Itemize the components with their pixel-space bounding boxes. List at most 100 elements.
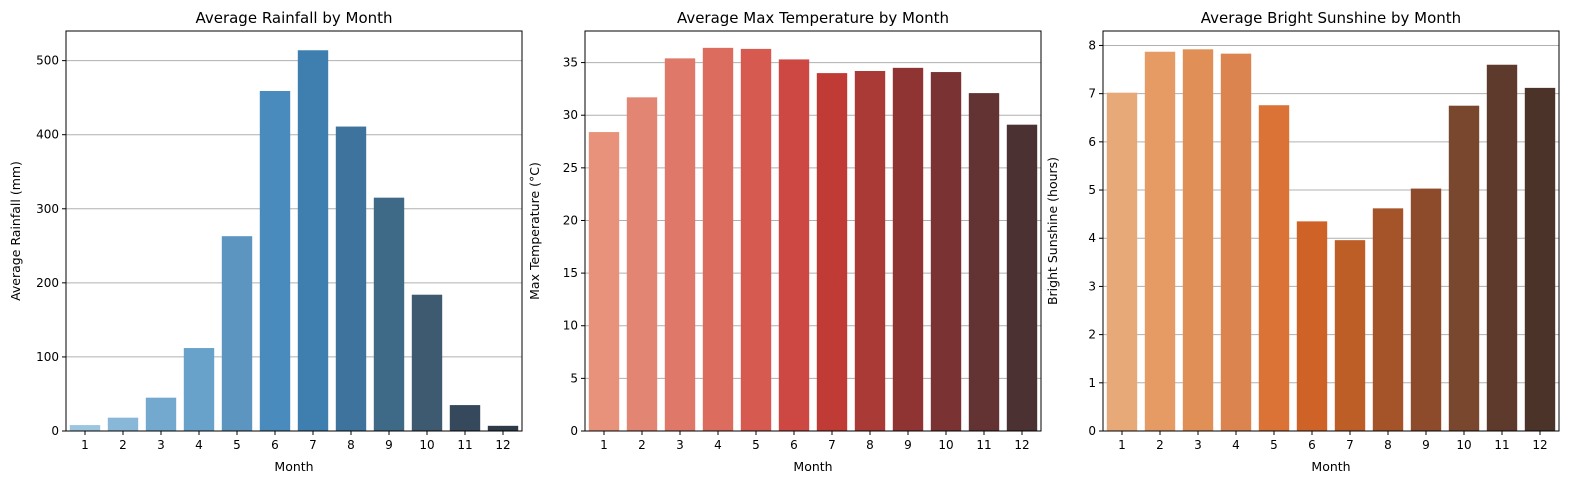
sunshine-ytick-label: 3	[1088, 279, 1096, 293]
temperature-ytick-label: 35	[563, 56, 578, 70]
temperature-bars	[588, 47, 1038, 432]
rainfall-bar	[297, 50, 329, 432]
sunshine-ytick-label: 8	[1088, 38, 1096, 52]
sunshine-bar	[1448, 105, 1480, 431]
temperature-gridlines	[585, 62, 1041, 432]
temperature-ytick-label: 5	[570, 371, 578, 385]
rainfall-ytick-label: 300	[36, 202, 59, 216]
rainfall-xtick-label: 9	[385, 438, 393, 452]
temperature-xtick-label: 5	[752, 438, 760, 452]
sunshine-bar	[1296, 221, 1328, 431]
temperature-ytick-label: 0	[570, 424, 578, 438]
temperature-xtick-label: 6	[790, 438, 798, 452]
rainfall-bar	[335, 126, 367, 432]
rainfall-ytick-label: 200	[36, 276, 59, 290]
temperature-bar	[892, 67, 924, 431]
rainfall-chart-xlabel: Month	[274, 459, 313, 474]
temperature-bar	[702, 47, 734, 432]
sunshine-ytick-label: 1	[1088, 376, 1096, 390]
rainfall-axes-frame	[65, 30, 523, 432]
sunshine-ytick-label: 7	[1088, 87, 1096, 101]
sunshine-ytick-label: 6	[1088, 135, 1096, 149]
temperature-chart-title: Average Max Temperature by Month	[677, 9, 949, 27]
sunshine-ytick-label: 2	[1088, 328, 1096, 342]
temperature-xtick-label: 4	[714, 438, 722, 452]
sunshine-bar	[1258, 105, 1290, 432]
rainfall-xtick-label: 7	[309, 438, 317, 452]
sunshine-bar	[1144, 51, 1176, 431]
rainfall-ytick-label: 500	[36, 54, 59, 68]
sunshine-bar	[1182, 49, 1214, 431]
rainfall-xtick-label: 12	[495, 438, 510, 452]
sunshine-xtick-label: 6	[1308, 438, 1316, 452]
temperature-ytick-label: 10	[563, 319, 578, 333]
rainfall-bar	[487, 425, 519, 431]
temperature-ytick-label: 25	[563, 161, 578, 175]
temperature-xtick-label: 1	[600, 438, 608, 452]
rainfall-xtick-label: 10	[419, 438, 434, 452]
temperature-bar	[930, 72, 962, 431]
temperature-ytick-label: 30	[563, 108, 578, 122]
temperature-bar	[626, 97, 658, 431]
sunshine-bar	[1220, 53, 1252, 431]
rainfall-xtick-label: 2	[119, 438, 127, 452]
rainfall-xtick-label: 5	[233, 438, 241, 452]
temperature-xtick-label: 12	[1014, 438, 1029, 452]
sunshine-xtick-label: 9	[1422, 438, 1430, 452]
temperature-xtick-label: 11	[976, 438, 991, 452]
sunshine-bar	[1372, 208, 1404, 431]
rainfall-ytick-label: 0	[51, 424, 59, 438]
sunshine-ytick-label: 5	[1088, 183, 1096, 197]
temperature-ytick-label: 15	[563, 266, 578, 280]
sunshine-ytick-label: 4	[1088, 231, 1096, 245]
sunshine-axes-frame	[1102, 30, 1560, 432]
rainfall-bar	[145, 397, 177, 431]
sunshine-xtick-label: 4	[1232, 438, 1240, 452]
rainfall-bar	[373, 197, 405, 431]
temperature-bar	[664, 58, 696, 432]
rainfall-bar	[69, 425, 101, 431]
rainfall-chart-ylabel: Average Rainfall (mm)	[8, 161, 23, 301]
temperature-ytick-label: 20	[563, 213, 578, 227]
rainfall-xtick-label: 4	[195, 438, 203, 452]
temperature-bar	[588, 132, 620, 432]
temperature-bar	[968, 93, 1000, 432]
temperature-bar	[854, 71, 886, 431]
sunshine-xtick-label: 11	[1494, 438, 1509, 452]
sunshine-xtick-label: 3	[1194, 438, 1202, 452]
temperature-xtick-label: 7	[828, 438, 836, 452]
temperature-xtick-label: 2	[638, 438, 646, 452]
sunshine-chart-title: Average Bright Sunshine by Month	[1201, 9, 1461, 27]
temperature-axes-frame	[584, 30, 1042, 432]
rainfall-xtick-label: 8	[347, 438, 355, 452]
rainfall-bars	[69, 50, 519, 432]
temperature-xtick-label: 9	[904, 438, 912, 452]
sunshine-bar	[1524, 87, 1556, 432]
rainfall-bar	[411, 294, 443, 431]
sunshine-xtick-label: 10	[1456, 438, 1471, 452]
sunshine-xtick-label: 5	[1270, 438, 1278, 452]
sunshine-xtick-label: 12	[1532, 438, 1547, 452]
rainfall-ytick-label: 400	[36, 128, 59, 142]
temperature-bar	[778, 59, 810, 431]
sunshine-ytick-label: 0	[1088, 424, 1096, 438]
sunshine-bar	[1106, 92, 1138, 432]
rainfall-chart-title: Average Rainfall by Month	[195, 9, 392, 27]
sunshine-xtick-label: 7	[1346, 438, 1354, 452]
sunshine-bars	[1106, 49, 1556, 432]
rainfall-xtick-label: 11	[457, 438, 472, 452]
sunshine-chart-xlabel: Month	[1311, 459, 1350, 474]
temperature-bar	[1006, 124, 1038, 432]
temperature-chart-xlabel: Month	[793, 459, 832, 474]
sunshine-xtick-label: 8	[1384, 438, 1392, 452]
rainfall-xtick-label: 6	[271, 438, 279, 452]
sunshine-chart-ylabel: Bright Sunshine (hours)	[1045, 157, 1060, 305]
rainfall-bar	[449, 405, 481, 431]
sunshine-bar	[1410, 188, 1442, 431]
rainfall-bar	[221, 236, 253, 431]
sunshine-xtick-label: 2	[1156, 438, 1164, 452]
